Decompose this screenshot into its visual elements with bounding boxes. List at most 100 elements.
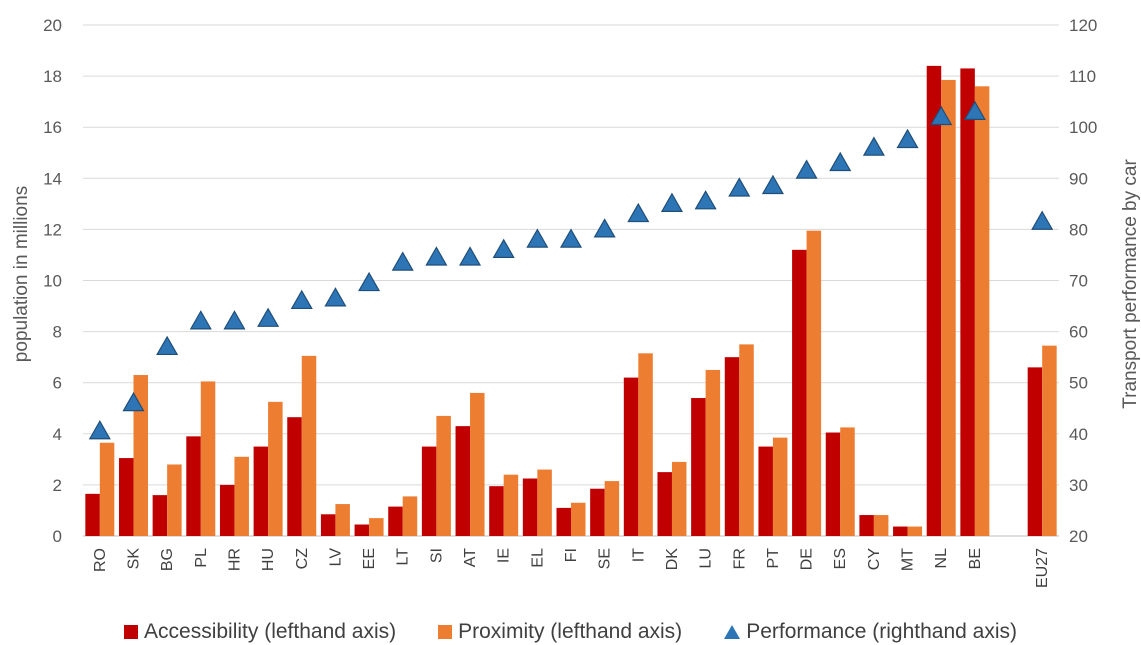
category-label: EL xyxy=(529,548,546,568)
right-tick-label: 100 xyxy=(1069,118,1097,137)
marker-performance xyxy=(223,310,246,330)
bar-proximity xyxy=(806,230,822,537)
bar-accessibility xyxy=(320,514,336,536)
left-tick-label: 2 xyxy=(53,476,62,495)
bar-proximity xyxy=(571,502,586,536)
bar-accessibility xyxy=(455,426,471,536)
bar-proximity xyxy=(436,415,451,536)
legend-label-performance: Performance (righthand axis) xyxy=(746,619,1017,643)
marker-performance xyxy=(526,228,549,248)
category-label: AT xyxy=(462,548,479,567)
category-label: IE xyxy=(496,548,513,563)
category-label: ES xyxy=(832,548,849,569)
marker-performance xyxy=(492,238,515,258)
bar-proximity xyxy=(604,481,620,536)
category-label: DK xyxy=(664,548,681,571)
legend-item-proximity: Proximity (lefthand axis) xyxy=(438,620,682,644)
bar-proximity xyxy=(537,469,552,536)
bar-proximity xyxy=(1042,345,1057,536)
bar-accessibility xyxy=(219,484,235,536)
bar-proximity xyxy=(503,474,519,536)
bar-proximity xyxy=(301,355,317,536)
bar-proximity xyxy=(335,504,350,536)
marker-performance xyxy=(156,335,179,356)
bar-proximity xyxy=(671,461,687,536)
legend-item-accessibility: Accessibility (lefthand axis) xyxy=(124,620,396,644)
marker-performance xyxy=(660,192,683,212)
legend-label-accessibility: Accessibility (lefthand axis) xyxy=(144,619,397,643)
right-tick-label: 50 xyxy=(1069,374,1088,393)
left-tick-label: 0 xyxy=(53,527,62,546)
marker-performance xyxy=(122,391,145,412)
bar-proximity xyxy=(234,456,249,536)
category-label: FR xyxy=(731,548,748,569)
left-tick-label: 20 xyxy=(43,16,62,35)
bar-accessibility xyxy=(1027,367,1043,536)
bar-accessibility xyxy=(926,65,942,536)
right-tick-label: 20 xyxy=(1069,527,1088,546)
bar-accessibility xyxy=(758,446,773,536)
marker-performance xyxy=(290,289,313,310)
left-tick-label: 18 xyxy=(43,67,62,86)
right-tick-label: 70 xyxy=(1069,272,1088,291)
right-tick-label: 30 xyxy=(1069,476,1088,495)
category-label: CZ xyxy=(294,548,311,570)
right-tick-label: 60 xyxy=(1069,323,1088,342)
right-axis-ticks: 20 30 40 50 60 70 80 90 100 110 120 xyxy=(1069,16,1097,546)
chart: 0 2 4 6 8 10 12 14 16 18 20 20 30 40 50 60 70 80 90 100 110… xyxy=(11,16,1141,588)
marker-performance xyxy=(189,310,212,330)
marker-performance xyxy=(862,136,885,156)
category-label: RO xyxy=(92,548,109,572)
bar-accessibility xyxy=(657,472,672,536)
bar-proximity xyxy=(167,464,182,536)
category-label: PL xyxy=(193,548,210,568)
bar-proximity xyxy=(99,442,115,536)
marker-performance xyxy=(963,100,986,120)
category-label: FI xyxy=(563,548,580,562)
performance-markers xyxy=(88,100,1054,440)
left-axis-ticks: 0 2 4 6 8 10 12 14 16 18 20 xyxy=(43,16,62,546)
category-label: EE xyxy=(361,548,378,569)
category-label: HU xyxy=(260,548,277,571)
marker-performance xyxy=(896,128,919,149)
marker-performance xyxy=(930,105,953,126)
right-tick-label: 80 xyxy=(1069,220,1088,239)
marker-performance xyxy=(425,246,448,266)
bar-proximity xyxy=(907,526,923,536)
accessibility-swatch xyxy=(124,624,139,639)
bar-proximity xyxy=(133,375,148,536)
marker-performance xyxy=(593,218,616,238)
bar-accessibility xyxy=(859,515,874,536)
category-label: LT xyxy=(395,548,412,566)
bar-accessibility xyxy=(590,488,605,536)
marker-performance xyxy=(761,174,784,195)
bar-proximity xyxy=(941,79,956,537)
bar-proximity xyxy=(268,401,283,536)
marker-performance xyxy=(627,202,650,223)
bar-proximity xyxy=(873,515,889,536)
marker-performance xyxy=(694,190,717,210)
marker-performance xyxy=(1031,210,1054,230)
bar-accessibility xyxy=(118,458,134,536)
right-tick-label: 120 xyxy=(1069,16,1097,35)
bar-accessibility xyxy=(253,446,269,536)
left-tick-label: 6 xyxy=(53,374,62,393)
marker-performance xyxy=(324,287,347,307)
marker-performance xyxy=(795,159,818,179)
category-label: CY xyxy=(866,548,883,571)
marker-performance xyxy=(559,228,583,248)
triangle-icon xyxy=(724,624,741,639)
bar-accessibility xyxy=(186,436,201,536)
left-tick-label: 4 xyxy=(53,425,62,444)
right-tick-label: 110 xyxy=(1069,67,1096,86)
left-tick-label: 10 xyxy=(43,272,62,291)
category-label: SI xyxy=(428,548,445,563)
bar-accessibility xyxy=(152,495,168,536)
marker-performance xyxy=(829,151,852,172)
right-tick-label: 40 xyxy=(1069,425,1088,444)
bar-accessibility xyxy=(792,249,807,536)
bar-accessibility xyxy=(893,526,908,536)
category-label: LV xyxy=(327,548,344,567)
marker-performance xyxy=(459,246,482,266)
bar-accessibility xyxy=(522,478,538,536)
